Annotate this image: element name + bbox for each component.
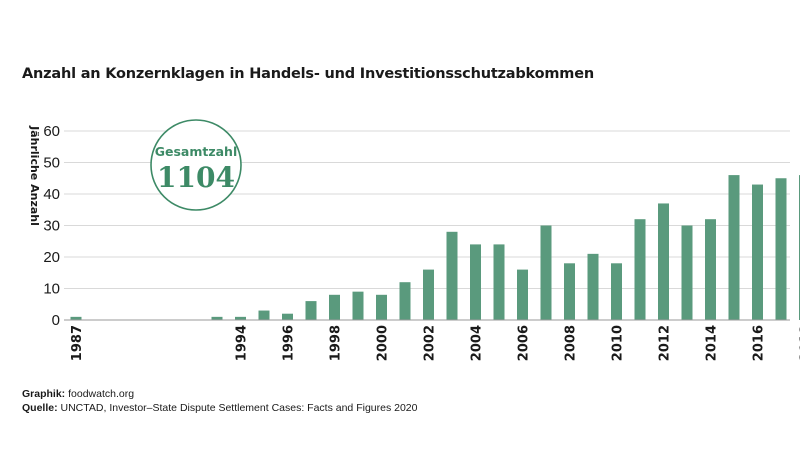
- bar-2006: [517, 269, 528, 320]
- bar-2000: [376, 294, 387, 320]
- total-badge-value: 1104: [157, 161, 235, 194]
- total-badge-label: Gesamtzahl: [155, 144, 238, 159]
- x-tick-label: 2016: [752, 325, 767, 361]
- bar-2005: [493, 244, 505, 320]
- total-badge: Gesamtzahl 1104: [150, 119, 242, 211]
- bar-1996: [282, 313, 293, 320]
- y-tick-label: 60: [43, 123, 60, 140]
- x-tick-label: 2006: [517, 325, 532, 361]
- bar-2011: [634, 219, 646, 320]
- bar-2001: [399, 282, 411, 320]
- x-tick-label: 1994: [235, 325, 250, 361]
- bar-2008: [564, 263, 575, 320]
- bar-1993: [211, 316, 223, 320]
- y-axis-label: Jährliche Anzahl: [28, 125, 41, 226]
- x-tick-label: 2008: [564, 325, 579, 361]
- footer-graphic-label: Graphik:: [22, 388, 66, 400]
- x-tick-label: 2014: [705, 325, 720, 361]
- x-tick-label: 1987: [70, 325, 85, 361]
- x-tick-label: 1996: [282, 325, 297, 361]
- x-tick-label: 2018: [799, 325, 800, 361]
- y-axis-ticks: 0 10 20 30 40 50 60: [43, 123, 60, 329]
- bar-2007: [540, 225, 552, 320]
- y-tick-label: 30: [43, 218, 60, 235]
- bar-1987: [70, 316, 82, 320]
- bar-1994: [235, 316, 246, 320]
- bar-1999: [352, 291, 364, 320]
- bar-2016: [752, 184, 763, 320]
- bar-1997: [305, 301, 317, 320]
- y-tick-label: 10: [43, 281, 60, 298]
- x-axis-ticks: 1987 1994 1996 1998 2000 2002 2004 2006 2008 2010…: [70, 325, 800, 361]
- total-badge-circle: [150, 119, 242, 211]
- bar-2017: [775, 178, 787, 320]
- bar-2013: [681, 225, 693, 320]
- footer-source-label: Quelle:: [22, 402, 58, 414]
- x-tick-label: 2000: [376, 325, 391, 361]
- bar-2009: [587, 253, 599, 320]
- x-tick-label: 2004: [470, 325, 485, 361]
- bar-2003: [446, 231, 458, 320]
- chart-title: Anzahl an Konzernklagen in Handels- und …: [22, 66, 594, 82]
- bar-2004: [470, 244, 481, 320]
- footer-source: Quelle: UNCTAD, Investor–State Dispute S…: [22, 402, 417, 414]
- footer-graphic-value: foodwatch.org: [68, 388, 135, 400]
- bar-2015: [728, 175, 740, 320]
- x-tick-label: 2010: [611, 325, 626, 361]
- y-tick-label: 20: [43, 249, 60, 266]
- y-tick-label: 40: [43, 186, 60, 203]
- bar-1998: [329, 294, 340, 320]
- bar-2010: [611, 263, 622, 320]
- x-tick-label: 2002: [423, 325, 438, 361]
- footer-graphic: Graphik: foodwatch.org: [22, 388, 134, 400]
- x-tick-label: 2012: [658, 325, 673, 361]
- x-tick-label: 1998: [329, 325, 344, 361]
- bar-1995: [258, 310, 270, 320]
- footer-source-value: UNCTAD, Investor–State Dispute Settlemen…: [60, 402, 418, 414]
- bars: [70, 175, 800, 320]
- bar-2014: [705, 219, 716, 320]
- y-tick-label: 0: [52, 312, 60, 329]
- bar-2002: [423, 269, 434, 320]
- bar-2012: [658, 203, 669, 320]
- y-tick-label: 50: [43, 155, 60, 172]
